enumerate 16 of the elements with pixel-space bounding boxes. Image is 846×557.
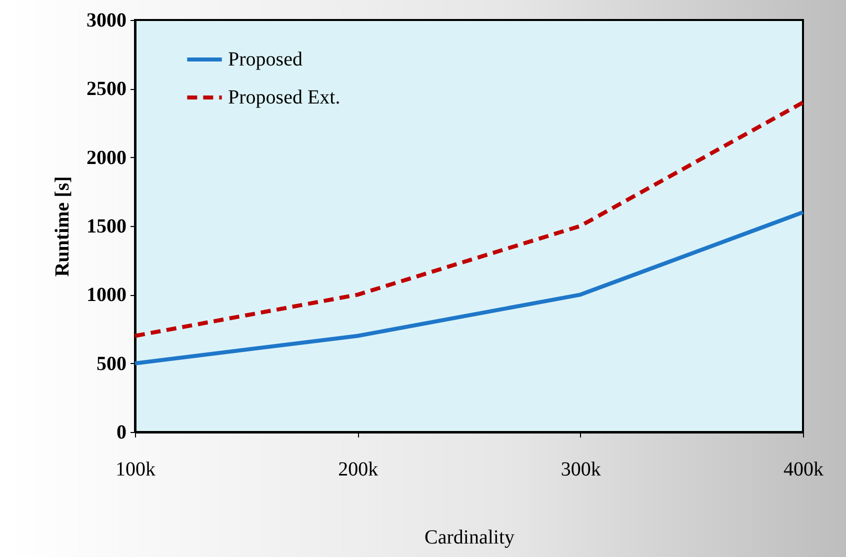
y-tick-label: 2000 [86,146,126,169]
y-tick-label: 1000 [86,284,126,306]
x-tick-label: 300k [560,458,601,480]
legend-label: Proposed Ext. [228,86,340,108]
y-tick-label: 0 [116,422,126,444]
y-tick-label: 2500 [86,78,126,100]
y-axis-title: Runtime [s] [52,176,74,277]
legend-label: Proposed [228,48,302,70]
y-tick-label: 500 [96,352,126,375]
x-tick-label: 200k [338,458,378,480]
line-series [133,210,805,366]
x-axis-title: Cardinality [424,526,514,548]
y-tick-label: 1500 [86,216,126,238]
x-tick-label: 400k [784,458,824,480]
y-tick-label: 3000 [86,10,126,32]
x-tick-label: 100k [116,458,156,480]
